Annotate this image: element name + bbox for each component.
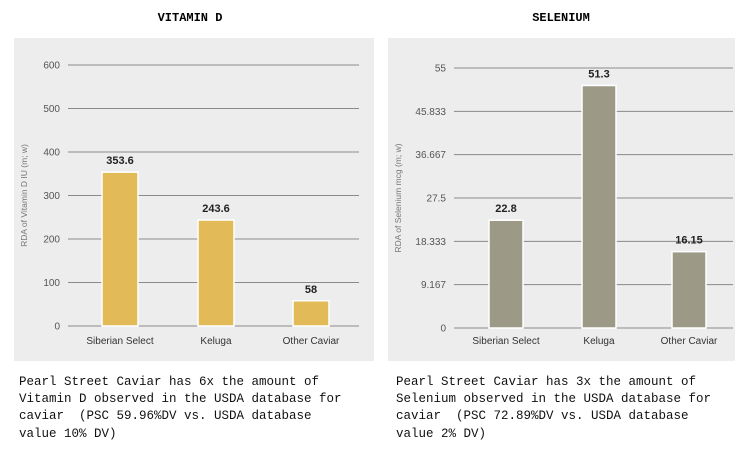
selenium-data-label: 16.15 — [675, 235, 703, 247]
selenium-y-tick-label: 18.333 — [415, 237, 446, 248]
vitamin-d-y-tick-label: 500 — [43, 104, 60, 115]
vitamin-d-y-tick-label: 600 — [43, 61, 60, 72]
selenium-bar — [488, 219, 524, 329]
selenium-chart-title: SELENIUM — [532, 11, 590, 25]
vitamin-d-y-tick-label: 200 — [43, 235, 60, 246]
vitamin-d-category-label: Siberian Select — [86, 336, 153, 347]
selenium-data-label: 22.8 — [495, 203, 516, 215]
selenium-chart: 0 9.167 18.333 27.5 36.667 45.833 55 RDA of Sel… — [393, 64, 733, 347]
selenium-y-axis-label: RDA of Selenium mcg (m; w) — [393, 143, 403, 252]
vitamin-d-bar — [292, 300, 330, 327]
selenium-y-tick-label: 9.167 — [421, 280, 446, 291]
vitamin-d-category-label: Other Caviar — [283, 336, 340, 347]
selenium-data-label: 51.3 — [588, 68, 609, 80]
vitamin-d-caption: Pearl Street Caviar has 6x the amount of… — [19, 375, 342, 441]
vitamin-d-data-label: 243.6 — [202, 203, 230, 215]
vitamin-d-y-tick-label: 0 — [54, 322, 60, 333]
vitamin-d-chart: 0 100 200 300 400 500 600 RDA of Vitamin D IU (… — [19, 61, 359, 347]
selenium-y-tick-label: 0 — [440, 324, 446, 335]
selenium-caption: Pearl Street Caviar has 3x the amount of… — [396, 375, 712, 441]
selenium-category-label: Other Caviar — [661, 336, 718, 347]
vitamin-d-y-tick-label: 300 — [43, 191, 60, 202]
vitamin-d-y-tick-label: 400 — [43, 148, 60, 159]
vitamin-d-data-label: 58 — [305, 284, 317, 296]
vitamin-d-y-tick-label: 100 — [43, 278, 60, 289]
vitamin-d-bar — [101, 171, 139, 327]
vitamin-d-y-axis-label: RDA of Vitamin D IU (m; w) — [19, 144, 29, 247]
selenium-chart-panel: 0 9.167 18.333 27.5 36.667 45.833 55 RDA of Sel… — [388, 38, 735, 361]
selenium-y-tick-label: 36.667 — [415, 150, 446, 161]
selenium-category-label: Keluga — [583, 336, 615, 347]
selenium-y-tick-label: 55 — [435, 64, 447, 75]
selenium-category-label: Siberian Select — [472, 336, 539, 347]
selenium-bar — [671, 250, 707, 329]
selenium-bar — [581, 84, 617, 329]
selenium-y-tick-label: 45.833 — [415, 107, 446, 118]
vitamin-d-data-label: 353.6 — [106, 155, 134, 167]
vitamin-d-chart-title: VITAMIN D — [157, 11, 223, 25]
vitamin-d-category-label: Keluga — [200, 336, 232, 347]
vitamin-d-bar — [197, 219, 235, 327]
vitamin-d-chart-panel: 0 100 200 300 400 500 600 RDA of Vitamin D IU (… — [14, 38, 374, 361]
selenium-y-tick-label: 27.5 — [427, 194, 447, 205]
